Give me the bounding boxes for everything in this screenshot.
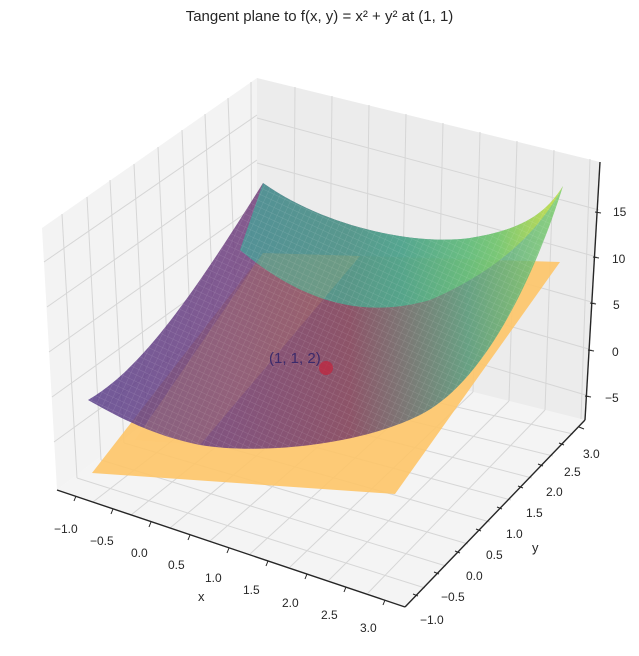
chart-title: Tangent plane to f(x, y) = x² + y² at (1… <box>185 8 454 25</box>
y-axis-line <box>404 419 586 608</box>
svg-text:0.0: 0.0 <box>131 546 148 560</box>
svg-text:−5: −5 <box>605 391 619 405</box>
svg-text:−1.0: −1.0 <box>54 522 78 536</box>
svg-text:−1.0: −1.0 <box>420 613 444 627</box>
axis-lines <box>56 161 601 608</box>
svg-text:0.0: 0.0 <box>466 569 483 583</box>
svg-text:0: 0 <box>612 345 619 359</box>
svg-text:0.5: 0.5 <box>168 558 185 572</box>
svg-text:15: 15 <box>613 205 627 219</box>
x-tick-marks <box>73 495 386 606</box>
svg-text:−0.5: −0.5 <box>441 590 465 604</box>
svg-text:1.0: 1.0 <box>205 571 222 585</box>
y-tick-marks <box>412 426 585 597</box>
svg-text:1.0: 1.0 <box>506 527 523 541</box>
z-tick-marks <box>584 211 602 398</box>
svg-text:2.5: 2.5 <box>564 465 581 479</box>
x-tick-labels: −1.0 −0.5 0.0 0.5 1.0 1.5 2.0 2.5 3.0 x <box>54 522 377 635</box>
svg-text:10: 10 <box>612 252 626 266</box>
svg-text:2.0: 2.0 <box>282 596 299 610</box>
svg-text:2.5: 2.5 <box>321 608 338 622</box>
svg-text:−0.5: −0.5 <box>90 534 114 548</box>
svg-text:0.5: 0.5 <box>486 548 503 562</box>
z-axis-line <box>584 161 601 421</box>
svg-text:3.0: 3.0 <box>583 447 600 461</box>
y-tick-labels: −1.0 −0.5 0.0 0.5 1.0 1.5 2.0 2.5 3.0 y <box>420 447 600 627</box>
svg-text:2.0: 2.0 <box>546 485 563 499</box>
svg-text:1.5: 1.5 <box>243 583 260 597</box>
left-pane <box>42 78 257 490</box>
svg-text:5: 5 <box>613 298 620 312</box>
point-annotation: (1, 1, 2) <box>269 350 321 367</box>
tangency-point <box>319 361 333 375</box>
x-axis-line <box>56 489 406 608</box>
surface-f <box>88 183 563 449</box>
svg-text:1.5: 1.5 <box>526 506 543 520</box>
svg-text:3.0: 3.0 <box>360 621 377 635</box>
y-axis-label: y <box>532 540 539 555</box>
x-axis-label: x <box>198 589 205 604</box>
z-tick-labels: 15 10 5 0 −5 <box>605 205 627 405</box>
